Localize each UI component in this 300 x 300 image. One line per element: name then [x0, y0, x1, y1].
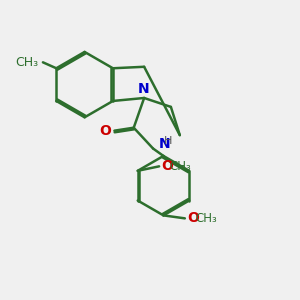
Text: O: O — [161, 159, 173, 173]
Text: N: N — [138, 82, 149, 96]
Text: CH₃: CH₃ — [15, 56, 38, 69]
Text: N: N — [158, 137, 170, 151]
Text: CH₃: CH₃ — [169, 160, 191, 173]
Text: H: H — [164, 136, 173, 146]
Text: CH₃: CH₃ — [195, 212, 217, 225]
Text: O: O — [187, 212, 199, 225]
Text: O: O — [99, 124, 111, 138]
